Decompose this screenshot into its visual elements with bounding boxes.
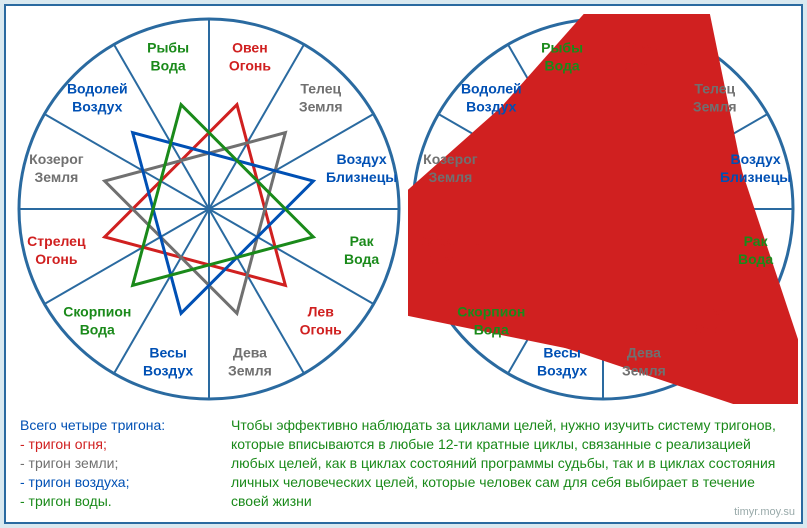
sign-label: Весы <box>543 345 580 361</box>
element-label: Огонь <box>694 322 737 338</box>
sign-label: Дева <box>233 345 267 361</box>
sign-label: Скорпион <box>63 304 131 320</box>
sign-label: Козерог <box>423 151 478 167</box>
element-label: Земля <box>428 169 472 185</box>
sign-label: Скорпион <box>457 304 525 320</box>
sign-label: Дева <box>627 345 661 361</box>
element-label: Земля <box>693 98 737 114</box>
legend-item: - тригон воды. <box>20 492 165 511</box>
sign-label: Рыбы <box>147 39 189 55</box>
element-label: Воздух <box>466 98 516 114</box>
sign-label: Телец <box>300 80 341 96</box>
element-label: Земля <box>622 363 666 379</box>
element-label: Земля <box>228 363 272 379</box>
legend-item: - тригон земли; <box>20 454 165 473</box>
sign-label: Весы <box>149 345 186 361</box>
element-label: Вода <box>545 57 580 73</box>
sign-label: Овен <box>232 39 268 55</box>
sign-label: Телец <box>694 80 735 96</box>
description-text: Чтобы эффективно наблюдать за циклами це… <box>231 416 791 510</box>
legend-item: - тригон воздуха; <box>20 473 165 492</box>
legend-title: Всего четыре тригона: <box>20 416 165 435</box>
element-label: Огонь <box>623 57 666 73</box>
sign-label: Рак <box>350 233 375 249</box>
element-label: Воздух <box>72 98 122 114</box>
sign-label: Лев <box>308 304 335 320</box>
element-label: Вода <box>344 251 379 267</box>
element-label: Огонь <box>35 251 78 267</box>
element-label: Вода <box>151 57 186 73</box>
sign-label: Рыбы <box>541 39 583 55</box>
sign-label: Воздух <box>730 151 780 167</box>
element-label: Вода <box>80 322 115 338</box>
sign-label: Овен <box>626 39 662 55</box>
watermark: timyr.moy.su <box>734 506 795 518</box>
element-label: Вода <box>474 322 509 338</box>
element-label: Близнецы <box>326 169 397 185</box>
legend-block: Всего четыре тригона: - тригон огня;- тр… <box>20 416 165 510</box>
sign-label: Стрелец <box>421 233 480 249</box>
sign-label: Воздух <box>336 151 386 167</box>
element-label: Огонь <box>300 322 343 338</box>
sign-label: Лев <box>702 304 729 320</box>
element-label: Воздух <box>537 363 587 379</box>
element-label: Земля <box>299 98 343 114</box>
frame: Овен Огонь Телец Земля Воздух Близнецы Рак Вода… <box>4 4 803 524</box>
fire-arrow <box>603 93 634 209</box>
zodiac-wheel-right: Овен Огонь Телец Земля Воздух Близнецы Рак Вода… <box>408 14 798 404</box>
legend-item: - тригон огня; <box>20 435 165 454</box>
sign-label: Рак <box>744 233 769 249</box>
sign-label: Козерог <box>29 151 84 167</box>
element-label: Огонь <box>229 57 272 73</box>
sign-label: Водолей <box>461 80 522 96</box>
zodiac-wheel-left: Овен Огонь Телец Земля Воздух Близнецы Рак Вода… <box>14 14 404 404</box>
element-label: Вода <box>738 251 773 267</box>
element-label: Близнецы <box>720 169 791 185</box>
hub-dot <box>593 199 613 219</box>
sign-label: Водолей <box>67 80 128 96</box>
sign-label: Стрелец <box>27 233 86 249</box>
element-label: Огонь <box>429 251 472 267</box>
element-label: Земля <box>34 169 78 185</box>
element-label: Воздух <box>143 363 193 379</box>
fire-arrow <box>487 209 603 240</box>
